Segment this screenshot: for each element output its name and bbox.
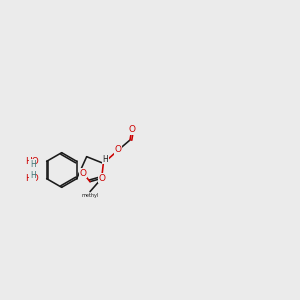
Text: H: H <box>30 171 35 180</box>
Text: O: O <box>80 169 87 178</box>
Text: H: H <box>30 160 35 169</box>
Text: O: O <box>115 146 122 154</box>
Text: O: O <box>98 174 105 183</box>
Text: methyl: methyl <box>81 193 99 198</box>
Text: HO: HO <box>25 157 39 166</box>
Text: O: O <box>128 125 135 134</box>
Text: H: H <box>103 155 108 164</box>
Text: HO: HO <box>25 174 39 183</box>
